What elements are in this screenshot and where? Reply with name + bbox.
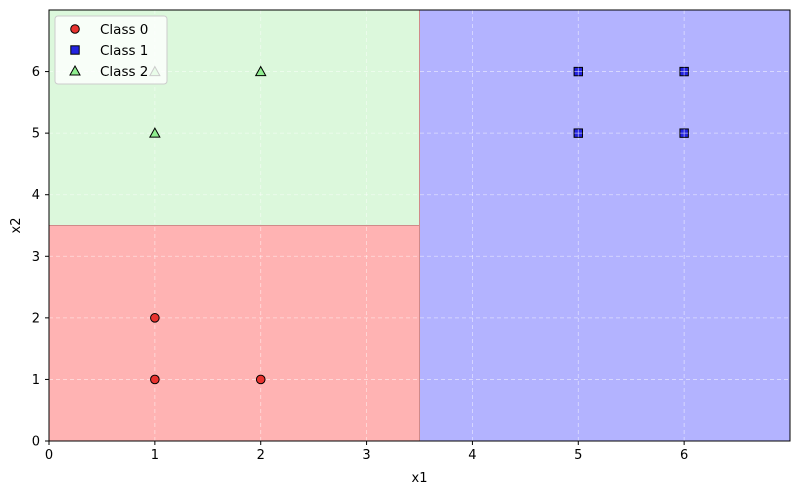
class-0-point [150, 313, 160, 323]
x-tick-label: 6 [680, 448, 688, 463]
x-axis-label: x1 [412, 471, 428, 486]
legend-label-class-1: Class 1 [100, 43, 148, 59]
y-tick-label: 4 [32, 188, 40, 203]
class-2-point [254, 65, 267, 77]
class-2-point [149, 127, 161, 138]
x-tick-label: 2 [257, 448, 265, 463]
y-axis-ticks: 0 1 2 3 4 5 6 [32, 65, 49, 450]
x-tick-label: 0 [45, 448, 53, 463]
region-class-0 [49, 225, 420, 441]
plot-frame [48, 9, 791, 442]
x-tick-label: 3 [362, 448, 370, 463]
legend-box [54, 15, 168, 85]
y-tick-label: 6 [32, 65, 40, 80]
legend-marker-class-2 [69, 64, 81, 76]
decision-regions [49, 10, 790, 441]
y-axis-label: x2 [9, 218, 24, 234]
class-0-point [255, 374, 266, 385]
legend-label-class-0: Class 0 [100, 22, 148, 38]
region-class-1 [419, 10, 790, 441]
legend: Class 0 Class 1 Class 2 [54, 15, 168, 85]
y-tick-label: 3 [32, 250, 40, 265]
x-tick-label: 5 [574, 448, 582, 463]
x-axis-ticks: 0 1 2 3 4 5 6 [45, 441, 688, 463]
x-tick-label: 4 [468, 448, 476, 463]
y-tick-label: 1 [32, 373, 40, 388]
x-tick-label: 1 [151, 448, 159, 463]
legend-label-class-2: Class 2 [100, 64, 148, 80]
legend-marker-class-0 [70, 24, 80, 34]
legend-marker-class-1 [70, 45, 80, 55]
y-tick-label: 5 [32, 127, 40, 142]
y-tick-label: 0 [32, 435, 40, 450]
class-0-point [150, 374, 160, 385]
y-tick-label: 2 [32, 311, 40, 326]
